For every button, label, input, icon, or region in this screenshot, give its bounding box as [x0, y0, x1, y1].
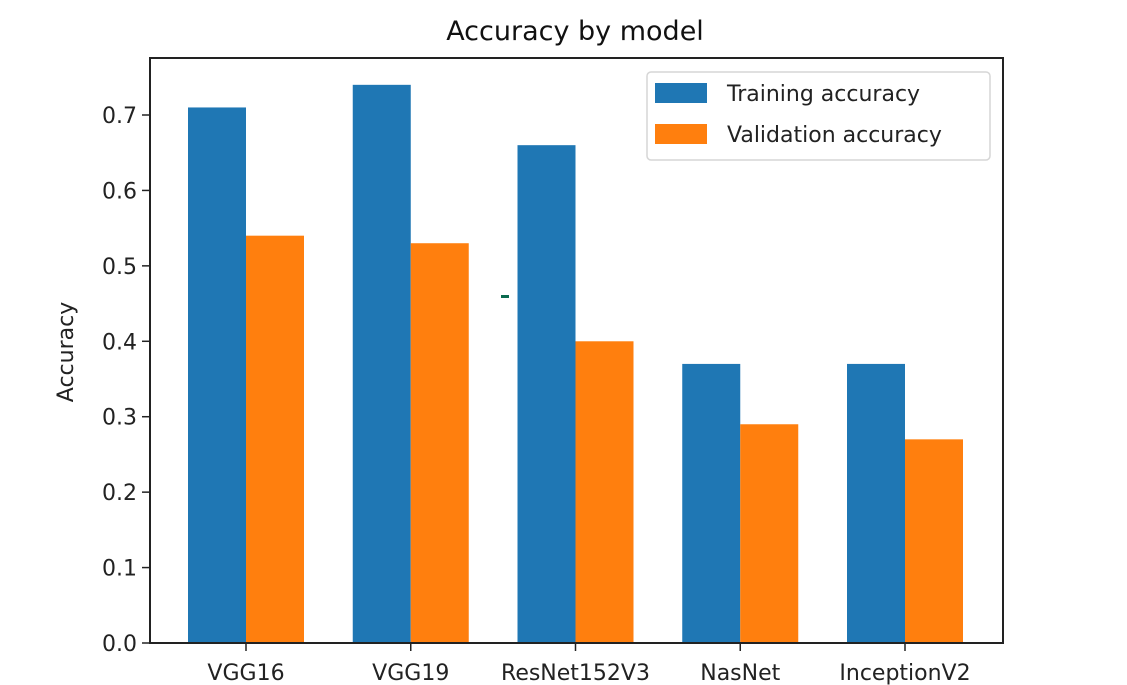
x-tick-label: VGG19 — [372, 661, 449, 685]
y-tick-label: 0.7 — [102, 104, 137, 129]
bar-validation-vgg16 — [246, 235, 304, 643]
y-tick-label: 0.5 — [102, 255, 137, 280]
y-tick-label: 0.3 — [102, 406, 137, 431]
bar-validation-inceptionv2 — [905, 439, 963, 643]
plot-frame — [149, 57, 1004, 644]
x-tick-label: ResNet152V3 — [501, 661, 650, 685]
bar-training-nasnet — [682, 363, 741, 643]
legend-swatch-training — [655, 83, 707, 103]
y-axis-label: Accuracy — [54, 302, 79, 402]
x-axis: VGG16 VGG19 ResNet152V3 NasNet InceptionV2 — [207, 643, 971, 685]
bar-validation-nasnet — [740, 424, 799, 643]
bar-training-inceptionv2 — [847, 363, 905, 643]
stray-mark — [501, 295, 509, 298]
legend-box — [646, 71, 991, 161]
y-axis: 0.0 0.1 0.2 0.3 0.4 0.5 0.6 0.7 — [102, 104, 150, 657]
legend-swatch-validation — [655, 124, 707, 144]
y-tick-label: 0.0 — [102, 632, 137, 657]
y-tick-label: 0.6 — [102, 179, 137, 204]
bar-validation-resnet152v3 — [575, 341, 634, 643]
bar-training-vgg19 — [352, 84, 411, 644]
bar-training-resnet152v3 — [517, 145, 576, 643]
bar-training-vgg16 — [188, 107, 246, 643]
legend-label-training: Training accuracy — [726, 82, 920, 107]
y-tick-label: 0.4 — [102, 330, 137, 355]
chart-title: Accuracy by model — [446, 16, 704, 47]
legend-label-validation: Validation accuracy — [727, 123, 942, 148]
y-tick-label: 0.2 — [102, 481, 137, 506]
legend: Training accuracy Validation accuracy — [646, 71, 991, 161]
x-tick-label: NasNet — [700, 661, 780, 685]
y-tick-label: 0.1 — [102, 557, 137, 582]
bar-validation-vgg19 — [410, 243, 469, 643]
x-tick-label: InceptionV2 — [839, 661, 970, 685]
bars-group — [188, 84, 963, 644]
x-tick-label: VGG16 — [207, 661, 284, 685]
